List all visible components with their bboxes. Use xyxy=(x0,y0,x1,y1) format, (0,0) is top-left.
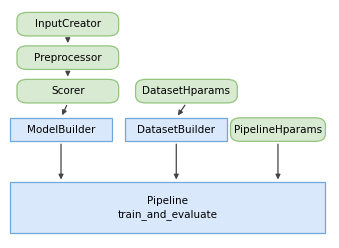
FancyBboxPatch shape xyxy=(17,12,119,36)
FancyBboxPatch shape xyxy=(136,79,237,103)
FancyBboxPatch shape xyxy=(10,182,325,233)
FancyBboxPatch shape xyxy=(17,79,119,103)
FancyBboxPatch shape xyxy=(10,118,112,141)
Text: Pipeline
train_and_evaluate: Pipeline train_and_evaluate xyxy=(118,196,218,220)
Text: DatasetHparams: DatasetHparams xyxy=(142,86,231,96)
FancyBboxPatch shape xyxy=(231,118,325,141)
Text: Preprocessor: Preprocessor xyxy=(34,53,102,63)
Text: Scorer: Scorer xyxy=(51,86,85,96)
FancyBboxPatch shape xyxy=(17,46,119,69)
FancyBboxPatch shape xyxy=(125,118,227,141)
Text: DatasetBuilder: DatasetBuilder xyxy=(137,124,215,135)
Text: ModelBuilder: ModelBuilder xyxy=(27,124,95,135)
Text: InputCreator: InputCreator xyxy=(35,19,101,29)
Text: PipelineHparams: PipelineHparams xyxy=(234,124,322,135)
